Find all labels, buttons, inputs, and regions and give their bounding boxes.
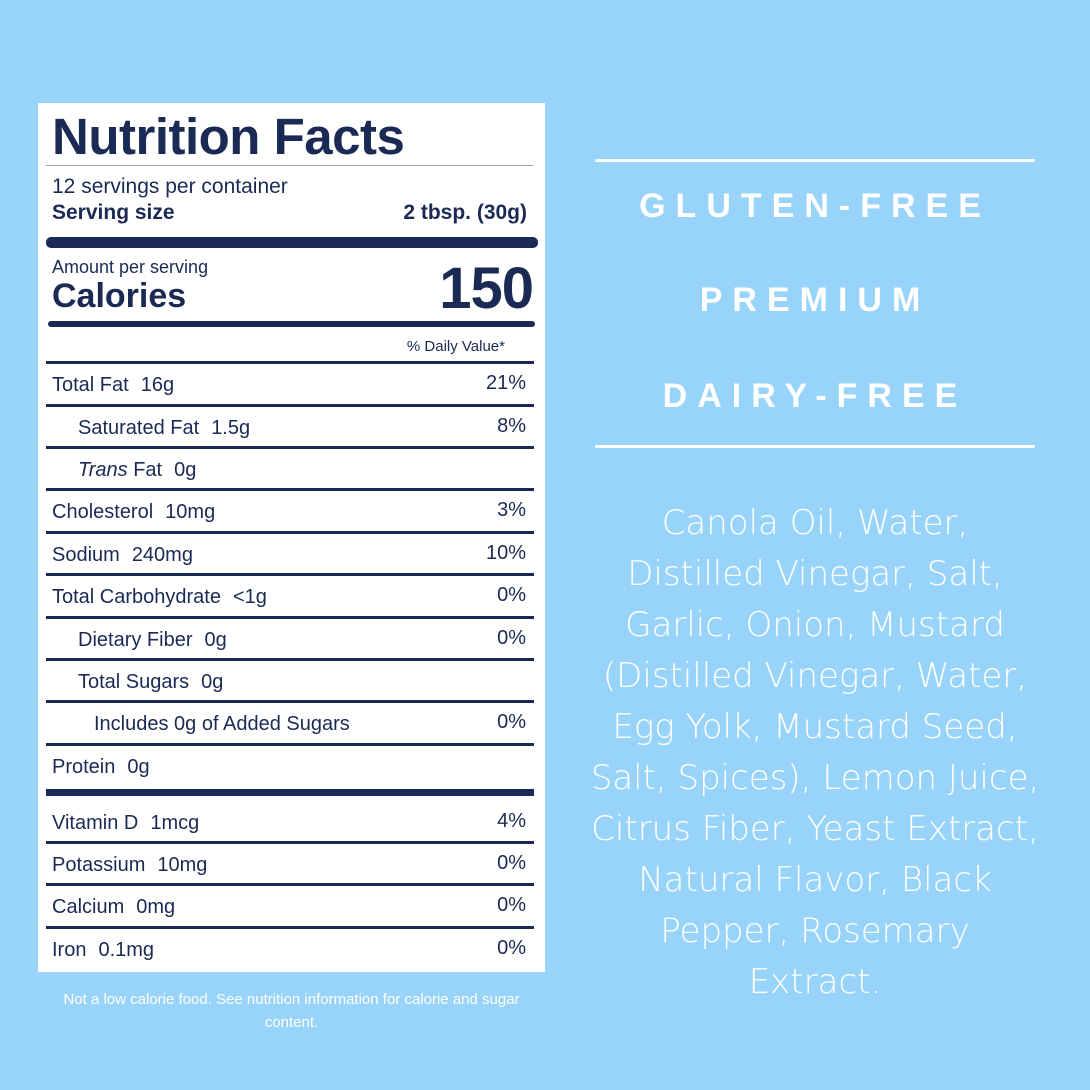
- nutrient-row: Dietary Fiber 0g 0%: [46, 616, 534, 659]
- nutrient-row: Sodium 240mg 10%: [46, 531, 534, 574]
- nutrient-label: Calcium 0mg: [52, 896, 175, 919]
- medium-divider: [48, 321, 535, 327]
- daily-value: 0%: [497, 894, 526, 916]
- nutrient-label: Total Carbohydrate <1g: [52, 586, 267, 609]
- top-rule: [595, 159, 1035, 162]
- nutrient-name: Calcium: [52, 896, 125, 918]
- nutrient-row: Total Fat 16g 21%: [46, 361, 534, 404]
- footnote: Not a low calorie food. See nutrition in…: [63, 991, 520, 1031]
- nutrient-amount: 0mg: [136, 896, 176, 918]
- nutrient-amount: 10mg: [165, 501, 216, 523]
- servings-per-container: 12 servings per container: [52, 175, 288, 198]
- nutrient-label: Trans Fat 0g: [78, 459, 196, 482]
- daily-value: 0%: [497, 711, 526, 733]
- nutrient-name-suffix: Fat: [133, 459, 163, 481]
- nutrient-amount: 240mg: [131, 544, 193, 566]
- nutrient-amount: <1g: [232, 586, 267, 608]
- nutrient-name: Total Fat: [52, 374, 129, 396]
- nutrient-row: Includes 0g of Added Sugars 0%: [46, 700, 534, 743]
- nutrient-label: Total Fat 16g: [52, 374, 174, 397]
- nutrient-name: Saturated Fat: [78, 417, 200, 439]
- daily-value: 8%: [497, 415, 526, 437]
- nutrient-amount: 0g: [204, 629, 227, 651]
- calories-value: 150: [439, 256, 534, 321]
- nutrient-label: Protein 0g: [52, 756, 150, 779]
- nutrient-label: Total Sugars 0g: [78, 671, 223, 694]
- ingredients-list: Canola Oil, Water, Distilled Vinegar, Sa…: [590, 503, 1040, 1002]
- nutrient-label: Vitamin D 1mcg: [52, 812, 199, 835]
- daily-value: 0%: [497, 852, 526, 874]
- nutrient-name: Trans: [78, 459, 128, 481]
- nutrient-label: Sodium 240mg: [52, 544, 193, 567]
- nutrient-label: Saturated Fat 1.5g: [78, 417, 250, 440]
- nutrient-label: Potassium 10mg: [52, 854, 207, 877]
- nutrient-amount: 1.5g: [211, 417, 251, 439]
- nutrient-name: Sodium: [52, 544, 120, 566]
- nutrient-row: Iron 0.1mg 0%: [46, 926, 534, 969]
- nutrient-name: Includes 0g of Added Sugars: [94, 713, 350, 735]
- nutrient-row: Vitamin D 1mcg 4%: [46, 789, 534, 841]
- nutrient-label: Iron 0.1mg: [52, 939, 154, 962]
- nutrient-amount: 0.1mg: [98, 939, 155, 961]
- nutrient-row: Total Sugars 0g: [46, 658, 534, 701]
- tag-dairy-free: DAIRY-FREE: [662, 377, 968, 415]
- serving-size-value: 2 tbsp. (30g): [403, 201, 527, 224]
- tag-gluten-free: GLUTEN-FREE: [639, 187, 991, 225]
- tag-premium: PREMIUM: [699, 281, 931, 319]
- nutrient-label: Dietary Fiber 0g: [78, 629, 227, 652]
- nutrient-amount: 0g: [201, 671, 224, 693]
- nutrient-amount: 1mcg: [150, 812, 200, 834]
- nutrient-name: Cholesterol: [52, 501, 154, 523]
- nutrient-name: Potassium: [52, 854, 146, 876]
- nutrient-row: Cholesterol 10mg 3%: [46, 488, 534, 531]
- amount-per-serving: Amount per serving: [52, 257, 209, 277]
- daily-value: 3%: [497, 499, 526, 521]
- nutrition-facts-panel: Nutrition Facts 12 servings per containe…: [38, 103, 545, 972]
- nutrient-row: Trans Fat 0g: [46, 446, 534, 489]
- nutrient-amount: 0g: [127, 756, 150, 778]
- daily-value: 10%: [485, 542, 526, 564]
- daily-value: 4%: [497, 810, 526, 832]
- nutrient-name: Protein: [52, 756, 116, 778]
- daily-value-header: % Daily Value*: [406, 338, 505, 355]
- nutrient-row: Protein 0g: [46, 743, 534, 786]
- nutrient-name: Iron: [52, 939, 87, 961]
- bottom-rule: [595, 445, 1035, 448]
- nutrition-title: Nutrition Facts: [52, 108, 405, 165]
- nutrient-row: Total Carbohydrate <1g 0%: [46, 573, 534, 616]
- nutrient-name: Vitamin D: [52, 812, 139, 834]
- nutrient-name: Total Sugars: [78, 671, 190, 693]
- daily-value: 21%: [485, 372, 526, 394]
- divider: [46, 165, 533, 166]
- daily-value: 0%: [497, 627, 526, 649]
- nutrient-amount: 0g: [174, 459, 197, 481]
- nutrient-amount: 10mg: [157, 854, 208, 876]
- nutrient-name: Total Carbohydrate: [52, 586, 221, 608]
- calories-label: Calories: [52, 277, 187, 315]
- nutrient-amount: 16g: [140, 374, 175, 396]
- nutrient-row: Calcium 0mg 0%: [46, 883, 534, 926]
- daily-value: 0%: [497, 937, 526, 959]
- serving-size-label: Serving size: [52, 201, 175, 224]
- nutrient-row: Saturated Fat 1.5g 8%: [46, 404, 534, 447]
- nutrient-label: Includes 0g of Added Sugars: [94, 713, 350, 736]
- nutrient-name: Dietary Fiber: [78, 629, 193, 651]
- thick-divider: [46, 237, 538, 248]
- daily-value: 0%: [497, 584, 526, 606]
- nutrient-row: Potassium 10mg 0%: [46, 841, 534, 884]
- nutrient-label: Cholesterol 10mg: [52, 501, 215, 524]
